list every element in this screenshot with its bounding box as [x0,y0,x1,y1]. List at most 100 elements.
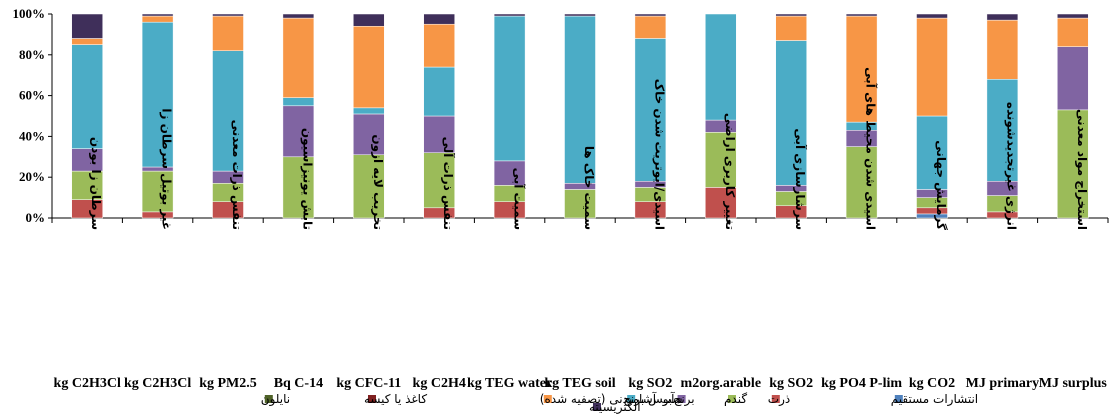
bar-segment [282,13,315,19]
bar-segment [986,19,1019,80]
category-label: سمیت آبی [512,168,527,230]
legend-swatch [771,395,780,403]
bar-segment [71,13,103,39]
bar-segment [845,15,878,123]
category-label: تابش یونیزاسیون [299,128,314,230]
bar-segment [212,13,244,17]
unit-label: kg C2H4 [413,376,466,391]
bar-segment [564,189,596,219]
legend-label: آب آشامیدنی (تصفیه شده) [540,391,675,406]
bar-segment [916,17,948,117]
unit-label: kg PM2.5 [199,376,257,391]
legend-swatch [543,395,552,403]
category-label: سرطان زا بودن [88,137,103,230]
legend-swatch [627,395,636,403]
bar-segment [423,66,455,117]
bar-segment [141,21,174,168]
bar-segment [634,15,667,39]
category-label: تنفس ذرات آلی [441,137,456,230]
unit-label: Bq C-14 [274,376,323,391]
unit-label: kg C2H3Cl [54,376,121,391]
legend-label: کاغذ یا کیسه [364,392,427,406]
legend-swatch [677,395,686,403]
legend-label: انتشارات مستقیم [891,392,978,407]
legend-label: ذرت [768,392,790,407]
bar-segment [282,105,315,158]
bar-segment [705,132,737,188]
bars-group [71,13,1089,219]
category-label: غیر بوتیل سرطان زا [159,108,174,230]
bar-segment [71,38,103,45]
bar-segment [705,13,737,121]
bar-segment [212,50,244,172]
bar-segment [141,15,174,23]
bar-segment [353,107,385,115]
bar-segment [845,146,878,219]
bar-segment [353,13,385,27]
unit-label: MJ surplus [1039,376,1108,391]
category-label: تنفس ذرات معدنی [230,120,244,230]
legend-swatch [593,403,601,411]
unit-label: kg CFC-11 [336,376,401,391]
bar-segment [141,13,174,17]
legend-swatch [368,395,376,403]
bar-segment [634,38,667,182]
bar-segment [564,15,596,184]
y-tick-label: 40% [19,128,45,143]
bar-segment [986,79,1019,182]
bar-segment [1057,109,1089,219]
unit-labels: kg C2H3Cl kg C2H3Cl kg PM2.5 Bq C-14 kg CFC-… [54,376,1108,391]
bar-segment [1057,13,1089,19]
bar-segment [212,15,244,51]
bar-segment [353,25,385,109]
category-label: اسیدی شدن محیط های آبی [864,67,879,230]
bar-segment [775,40,807,186]
unit-label: kg CO2 [909,376,955,391]
bar-segment [423,115,455,153]
legend-label: سبوس برنج [623,392,682,407]
legend-label: گندم [724,392,747,406]
bar-segment [1057,17,1089,47]
bar-segment [845,13,878,17]
unit-label: kg C2H3Cl [124,376,191,391]
y-tick-label: 0% [26,210,46,225]
bar-segment [423,13,455,25]
bar-segment [282,97,315,107]
bar-segment [916,115,948,190]
y-tick-label: 100% [13,6,46,21]
bar-segment [493,15,526,162]
category-label: انرژی غیرتجدیدشونده [1003,102,1018,230]
bar-segment [634,13,667,17]
legend-label: الکتریسیته [589,400,641,415]
legend-label: نایلون [261,392,290,407]
y-tick-label: 60% [19,88,45,103]
unit-label: kg SO2 [769,376,813,391]
unit-label: MJ primary [966,376,1039,391]
bar-segment [423,152,455,209]
unit-label: kg TEG water [467,376,552,391]
legend-swatch [728,395,736,403]
category-label: تخریب لایه ازون [370,134,385,230]
category-label: سمیت خاک ها [582,146,596,230]
bar-segment [282,17,315,98]
bar-segment [986,13,1019,21]
bar-segment [493,13,526,17]
bar-segment [71,44,103,149]
unit-label: kg TEG soil [544,376,615,391]
bar-segment [353,113,385,156]
bar-segment [493,160,526,186]
bar-segment [705,187,737,219]
bar-segment [916,13,948,19]
bar-segment [282,156,315,219]
y-tick-label: 80% [19,47,45,62]
bar-segment [564,13,596,17]
legend-label: برنج [674,392,695,407]
unit-label: kg SO2 [628,376,672,391]
bar-segment [423,23,455,68]
bar-segment [775,13,807,17]
legend-swatch [894,395,903,403]
category-label: گرمایش جهانی [934,140,948,230]
unit-label: m2org.arable [681,376,761,391]
